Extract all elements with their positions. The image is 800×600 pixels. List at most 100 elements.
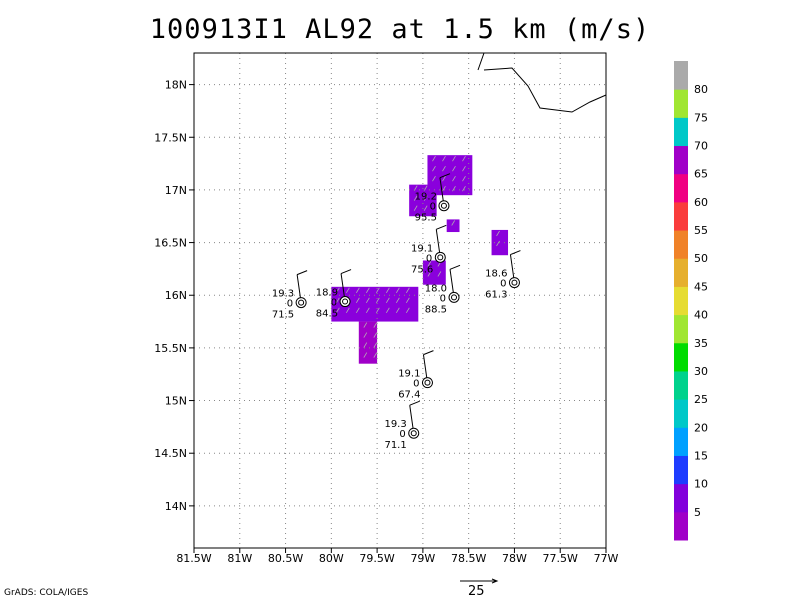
colorbar-label: 70 xyxy=(694,140,708,153)
station-value-mid: 0 xyxy=(500,279,506,290)
colorbar-label: 75 xyxy=(694,111,708,124)
colorbar-label: 15 xyxy=(694,449,708,462)
map-frame xyxy=(193,52,607,549)
lon-tick-3: 80W xyxy=(319,552,344,565)
station-value-mid: 0 xyxy=(331,298,337,309)
colorbar-swatch xyxy=(674,511,688,541)
wind-region-6 xyxy=(358,321,378,364)
lon-tick-2: 80.5W xyxy=(268,552,303,565)
wind-region-4 xyxy=(422,260,446,285)
station-value-top: 19.1 xyxy=(398,369,420,380)
lon-tick-7: 78W xyxy=(502,552,527,565)
colorbar-label: 20 xyxy=(694,421,708,434)
station-value-top: 19.1 xyxy=(411,243,433,254)
wind-region-2 xyxy=(446,219,460,233)
colorbar-swatch xyxy=(674,399,688,428)
lat-tick-2: 15N xyxy=(165,395,187,408)
station-value-mid: 0 xyxy=(399,429,405,440)
colorbar-label: 25 xyxy=(694,393,708,406)
station-value-top: 18.6 xyxy=(485,269,507,280)
wind-speed-regions xyxy=(331,155,509,364)
lon-tick-5: 79W xyxy=(410,552,435,565)
colorbar-swatch xyxy=(674,427,688,456)
colorbar-label: 65 xyxy=(694,168,708,181)
station-value-bottom: 95.5 xyxy=(415,213,437,224)
station-value-mid: 0 xyxy=(430,202,436,213)
lat-tick-0: 14N xyxy=(165,500,187,513)
colorbar-swatch xyxy=(674,230,688,259)
grid-lines xyxy=(194,53,606,548)
colorbar-boxes xyxy=(674,61,688,541)
scale-vector-label: 25 xyxy=(468,584,485,599)
lat-tick-5: 16.5N xyxy=(154,237,187,250)
chart-title: 100913I1 AL92 at 1.5 km (m/s) xyxy=(149,14,651,45)
lon-tick-8: 77.5W xyxy=(543,552,578,565)
lat-tick-7: 17.5N xyxy=(154,131,187,144)
colorbar-swatch xyxy=(674,286,688,316)
lat-tick-4: 16N xyxy=(165,289,187,302)
credit-text: GrADS: COLA/IGES xyxy=(4,588,89,598)
colorbar-swatch xyxy=(674,201,688,231)
colorbar-swatch xyxy=(674,89,688,118)
colorbar-swatch xyxy=(674,173,688,203)
lon-tick-1: 81W xyxy=(227,552,252,565)
colorbar-swatch xyxy=(674,258,688,287)
station-value-bottom: 71.5 xyxy=(272,310,294,321)
station-value-top: 18.9 xyxy=(316,288,338,299)
station-value-bottom: 71.1 xyxy=(384,440,406,451)
colorbar-labels: 5 10 15 20 25 30 35 40 45 50 55 60 65 70 75 80 xyxy=(694,83,708,519)
colorbar-label: 35 xyxy=(694,337,708,350)
colorbar-swatch xyxy=(674,314,688,344)
station-value-top: 18.0 xyxy=(425,283,447,294)
lon-tick-6: 78.5W xyxy=(451,552,486,565)
station-value-bottom: 61.3 xyxy=(485,290,507,301)
colorbar-label: 80 xyxy=(694,83,708,96)
lon-tick-4: 79.5W xyxy=(359,552,394,565)
station-value-bottom: 67.4 xyxy=(398,390,420,401)
station-value-top: 19.3 xyxy=(384,419,406,430)
station-value-top: 19.3 xyxy=(272,289,294,300)
axis-ticks: 81.5W 81W 80.5W 80W 79.5W 79W 78.5W 78W 77.5W 77W… xyxy=(154,79,618,565)
colorbar-label: 60 xyxy=(694,196,708,209)
station-value-mid: 0 xyxy=(413,379,419,390)
station-value-bottom: 75.6 xyxy=(411,264,433,275)
colorbar-label: 40 xyxy=(694,309,708,322)
colorbar-label: 10 xyxy=(694,478,708,491)
colorbar-label: 30 xyxy=(694,365,708,378)
lat-tick-3: 15.5N xyxy=(154,342,187,355)
station-value-top: 19.2 xyxy=(415,192,437,203)
scale-vector xyxy=(460,578,499,584)
colorbar-label: 50 xyxy=(694,252,708,265)
lat-tick-8: 18N xyxy=(165,79,187,92)
lon-tick-0: 81.5W xyxy=(176,552,211,565)
colorbar-swatch xyxy=(674,61,688,90)
colorbar-swatch xyxy=(674,370,688,400)
station-value-bottom: 88.5 xyxy=(425,304,447,315)
station-value-mid: 0 xyxy=(440,293,446,304)
lat-tick-6: 17N xyxy=(165,184,187,197)
colorbar-label: 5 xyxy=(694,506,701,519)
wind-region-1 xyxy=(409,184,437,217)
colorbar-swatch xyxy=(674,342,688,372)
colorbar-label: 45 xyxy=(694,280,708,293)
stations: 19.2095.519.1075.618.0088.518.6061.319.3… xyxy=(272,173,521,451)
lat-tick-1: 14.5N xyxy=(154,447,187,460)
station-value-mid: 0 xyxy=(287,299,293,310)
station-value-bottom: 84.5 xyxy=(316,309,338,320)
lon-tick-9: 77W xyxy=(594,552,619,565)
station-value-mid: 0 xyxy=(426,253,432,264)
colorbar-swatch xyxy=(674,455,688,485)
colorbar-label: 55 xyxy=(694,224,708,237)
colorbar-swatch xyxy=(674,145,688,175)
colorbar-swatch xyxy=(674,117,688,147)
